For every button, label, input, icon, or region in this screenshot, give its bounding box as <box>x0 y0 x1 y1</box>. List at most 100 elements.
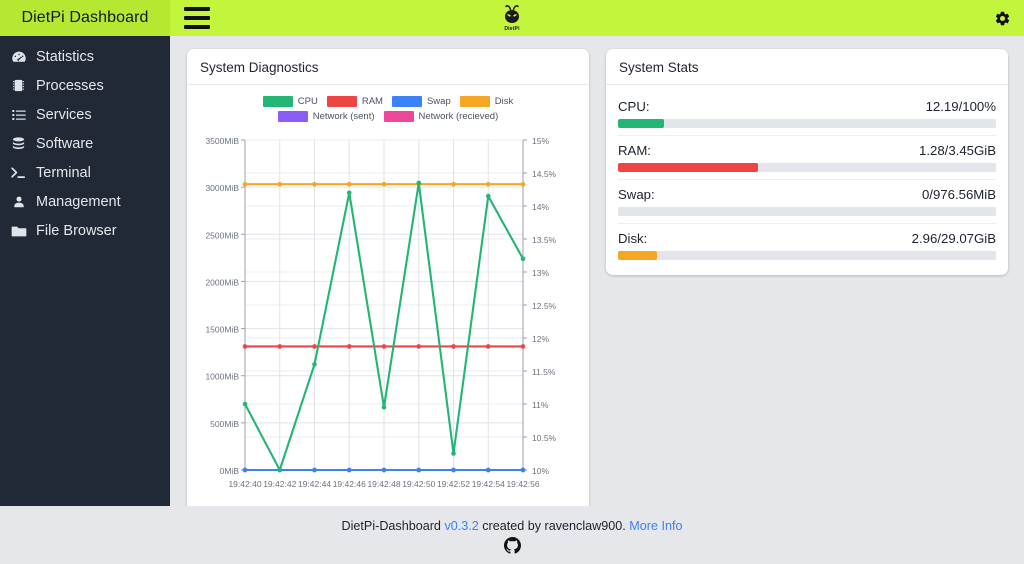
sidebar-nav: Statistics Processes Services Software <box>0 36 170 506</box>
github-link[interactable] <box>0 537 1024 554</box>
series-point <box>312 467 317 473</box>
footer-version-link[interactable]: v0.3.2 <box>444 519 479 533</box>
stat-row: Disk: 2.96/29.07GiB <box>618 227 996 260</box>
series-point <box>485 344 491 349</box>
series-point <box>277 181 283 187</box>
stat-progress-bar <box>618 119 996 128</box>
y-axis-right-tick: 11.5% <box>532 367 556 377</box>
footer-text: DietPi-Dashboard v0.3.2 created by raven… <box>0 519 1024 533</box>
sidebar-item-statistics[interactable]: Statistics <box>0 42 170 71</box>
legend-label: Disk <box>494 96 514 107</box>
sidebar-item-management[interactable]: Management <box>0 187 170 216</box>
stat-value: 2.96/29.07GiB <box>911 231 996 246</box>
y-axis-right-tick: 12.5% <box>532 301 557 311</box>
sidebar-item-file-browser[interactable]: File Browser <box>0 216 170 245</box>
stat-separator <box>618 179 996 180</box>
stat-value: 1.28/3.45GiB <box>919 143 996 158</box>
sidebar-item-label: Services <box>36 106 92 123</box>
legend-label: Swap <box>426 96 451 107</box>
y-axis-left-tick: 2000MiB <box>205 277 239 287</box>
x-axis-tick: 19:42:52 <box>437 479 470 489</box>
chart-legend: CPU RAM Swap Disk Network (sent) Network (rec… <box>193 92 583 126</box>
series-point <box>520 467 526 473</box>
x-axis-tick: 19:42:50 <box>402 479 435 489</box>
legend-item[interactable]: Swap <box>391 96 451 107</box>
dietpi-logo-text: DietPi <box>504 25 520 32</box>
series-point <box>520 256 526 262</box>
diagnostics-chart[interactable]: 0MiB 500MiB 1000MiB 1500MiB 2000MiB 2500MiB 30… <box>193 126 583 524</box>
y-axis-left-tick: 3500MiB <box>205 136 239 146</box>
x-axis-tick: 19:42:56 <box>506 479 539 489</box>
sidebar-item-label: File Browser <box>36 222 117 239</box>
stat-progress-bar <box>618 163 996 172</box>
series-point <box>520 344 526 349</box>
legend-item[interactable]: Network (recieved) <box>383 111 498 122</box>
y-axis-left-tick: 2500MiB <box>205 230 239 240</box>
series-point <box>485 193 491 199</box>
system-diagnostics-card: System Diagnostics CPU RAM Swap Disk Network… <box>187 49 589 532</box>
stat-value: 0/976.56MiB <box>921 187 996 202</box>
stat-row: CPU: 12.19/100% <box>618 95 996 136</box>
x-axis-tick: 19:42:42 <box>263 479 296 489</box>
legend-label: CPU <box>297 96 318 107</box>
stat-row: Swap: 0/976.56MiB <box>618 183 996 224</box>
stat-line: Disk: 2.96/29.07GiB <box>618 227 996 251</box>
legend-label: Network (sent) <box>312 111 375 122</box>
sidebar-item-label: Statistics <box>36 48 95 65</box>
series-point <box>416 344 422 349</box>
y-axis-right-tick: 14.5% <box>532 169 557 179</box>
y-axis-left-tick: 3000MiB <box>205 183 239 193</box>
system-stats-card: System Stats CPU: 12.19/100% RAM: 1.28/3.45… <box>606 49 1008 275</box>
sidebar-item-processes[interactable]: Processes <box>0 71 170 100</box>
y-axis-right-tick: 13% <box>532 268 549 278</box>
stat-label: RAM: <box>618 143 651 158</box>
x-axis-tick: 19:42:40 <box>228 479 261 489</box>
y-axis-left-tick: 1500MiB <box>205 325 239 335</box>
footer-more-info-link[interactable]: More Info <box>629 519 683 533</box>
hamburger-icon[interactable] <box>184 7 210 29</box>
footer-prefix: DietPi-Dashboard <box>341 519 441 533</box>
legend-item[interactable]: CPU <box>262 96 318 107</box>
legend-item[interactable]: Network (sent) <box>277 111 375 122</box>
gear-icon[interactable] <box>990 6 1014 30</box>
series-point <box>242 467 248 473</box>
sidebar-item-software[interactable]: Software <box>0 129 170 158</box>
panels-row: System Diagnostics CPU RAM Swap Disk Network… <box>187 49 1008 532</box>
x-axis-tick: 19:42:46 <box>333 479 366 489</box>
folder-icon <box>10 222 27 239</box>
stat-progress-fill <box>618 251 657 260</box>
sidebar-item-services[interactable]: Services <box>0 100 170 129</box>
system-diagnostics-title: System Diagnostics <box>187 49 589 85</box>
legend-item[interactable]: Disk <box>459 96 514 107</box>
series-point <box>242 181 248 187</box>
brand-title: DietPi Dashboard <box>0 0 170 36</box>
body-row: Statistics Processes Services Software <box>0 36 1024 532</box>
series-point <box>277 344 283 349</box>
legend-label: RAM <box>361 96 383 107</box>
series-point <box>451 181 456 187</box>
series-point <box>346 344 352 349</box>
system-stats-body: CPU: 12.19/100% RAM: 1.28/3.45GiB Swap: 0/976… <box>606 85 1008 275</box>
database-icon <box>10 135 27 152</box>
series-point <box>312 362 317 367</box>
chart-svg: 0MiB 500MiB 1000MiB 1500MiB 2000MiB 2500MiB 30… <box>205 136 557 489</box>
legend-item[interactable]: RAM <box>326 96 383 107</box>
terminal-icon <box>10 164 27 181</box>
series-point <box>451 344 456 349</box>
stat-progress-bar <box>618 207 996 216</box>
top-header: DietPi Dashboard DietPi <box>0 0 1024 36</box>
series-point <box>242 401 248 407</box>
sidebar-item-terminal[interactable]: Terminal <box>0 158 170 187</box>
y-axis-left-tick: 1000MiB <box>205 372 239 382</box>
series-point <box>346 181 352 187</box>
y-axis-left-tick: 500MiB <box>210 419 239 429</box>
y-axis-right-tick: 10% <box>532 466 549 476</box>
legend-swatch <box>383 111 414 122</box>
series-point <box>485 181 491 187</box>
system-stats-title: System Stats <box>606 49 1008 85</box>
series-point <box>451 467 456 473</box>
series-point <box>381 405 387 410</box>
microchip-icon <box>10 77 27 94</box>
legend-swatch <box>277 111 308 122</box>
